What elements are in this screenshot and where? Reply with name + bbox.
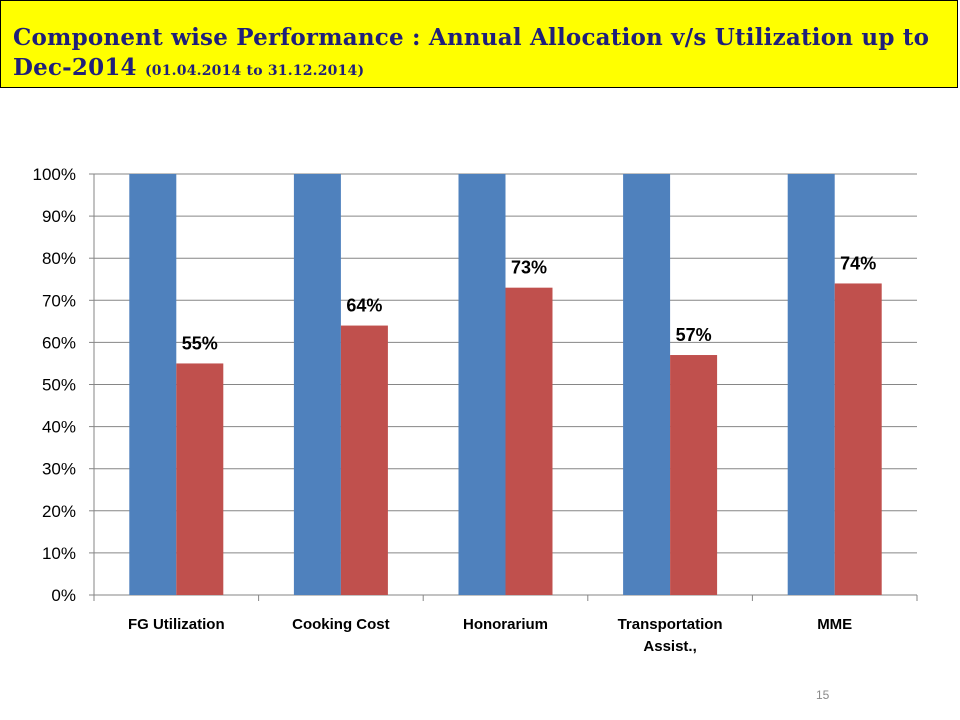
x-tick-label: FG Utilization [128, 616, 225, 633]
x-tick-label: Honorarium [463, 616, 548, 633]
bar-chart: 0% 10% 20% 30% 40% 50% 60% 70% 80% 90% 100% 55% FG U… [33, 165, 918, 655]
bar-series2 [834, 283, 882, 595]
bar-series1 [787, 174, 835, 595]
page-number: 15 [816, 688, 830, 702]
y-tick-label: 60% [42, 333, 76, 352]
y-tick-label: 70% [42, 291, 76, 310]
data-label: 73% [511, 258, 547, 278]
y-tick-label: 30% [42, 460, 76, 479]
slide-title-period: (01.04.2014 to 31.12.2014) [144, 63, 365, 79]
bar-series2 [176, 363, 224, 595]
data-label: 64% [346, 296, 382, 316]
y-tick-label: 50% [42, 376, 76, 395]
x-tick-label: MME [817, 616, 852, 633]
slide-title: Component wise Performance : Annual Allo… [13, 23, 947, 86]
bar-series2 [505, 287, 553, 595]
y-tick-label: 40% [42, 418, 76, 437]
y-tick-label: 90% [42, 207, 76, 226]
bar-series1 [623, 174, 671, 595]
bar-series1 [458, 174, 506, 595]
y-tick-label: 10% [42, 544, 76, 563]
y-tick-label: 100% [33, 165, 76, 184]
data-label: 74% [840, 253, 876, 273]
data-label: 57% [676, 325, 712, 345]
y-tick-label: 0% [51, 586, 76, 605]
x-tick-label: Transportation Assist., [618, 616, 723, 655]
x-tick-label: Cooking Cost [292, 616, 390, 633]
bar-series1 [129, 174, 177, 595]
y-tick-label: 20% [42, 502, 76, 521]
bar-series1 [293, 174, 341, 595]
bar-series2 [670, 355, 718, 595]
y-tick-label: 80% [42, 249, 76, 268]
title-banner: Component wise Performance : Annual Allo… [0, 0, 958, 88]
bar-series2 [340, 325, 388, 595]
data-label: 55% [182, 333, 218, 353]
slide-title-main: Component wise Performance : Annual Allo… [13, 24, 930, 81]
